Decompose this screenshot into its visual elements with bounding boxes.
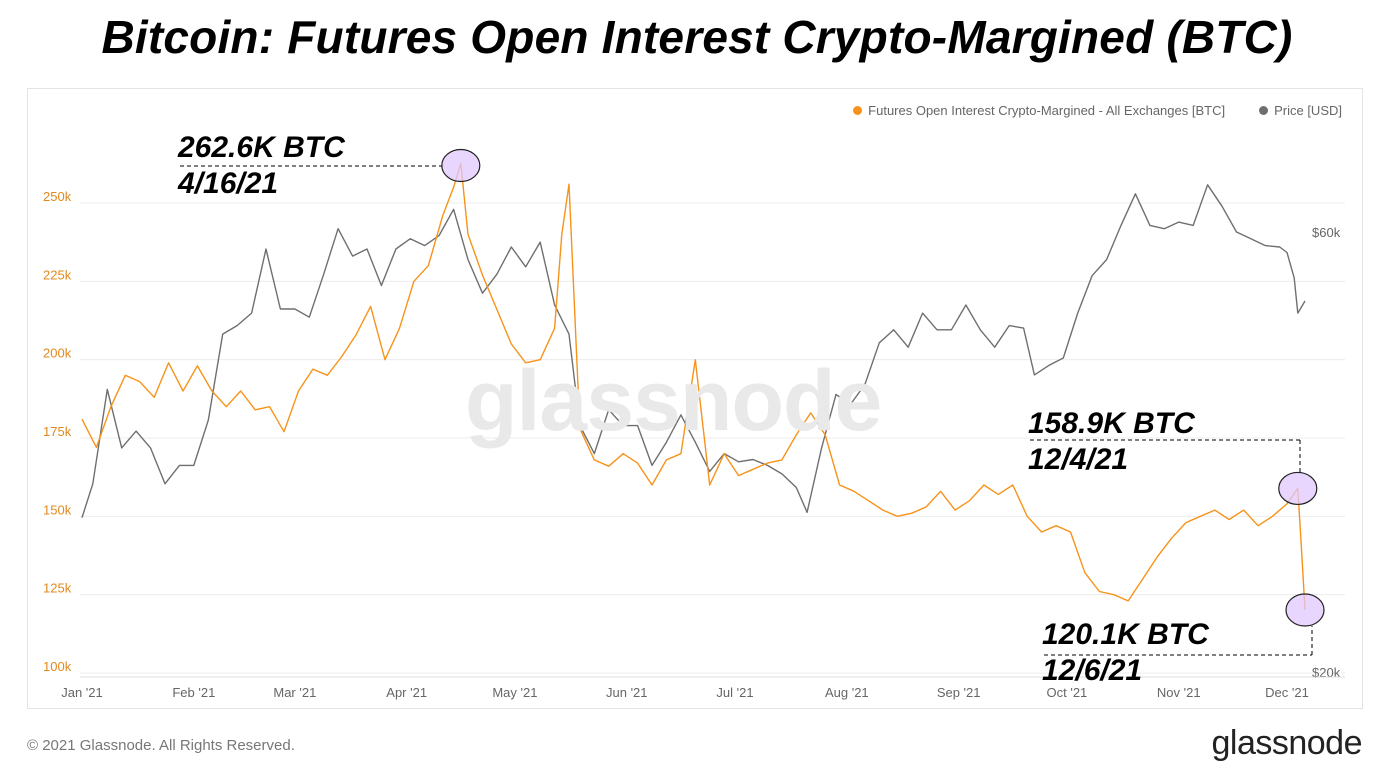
x-tick-label: Jan '21 [61, 685, 103, 700]
y-left-tick-label: 150k [43, 502, 72, 517]
x-tick-label: Jul '21 [716, 685, 753, 700]
y-left-tick-label: 175k [43, 424, 72, 439]
watermark: glassnode [465, 353, 882, 449]
x-tick-label: Aug '21 [825, 685, 869, 700]
annotation-dec4-value: 158.9K BTC [1028, 407, 1195, 440]
x-tick-label: Sep '21 [937, 685, 981, 700]
annotation-peak-value: 262.6K BTC [178, 131, 345, 164]
y-left-tick-label: 250k [43, 189, 72, 204]
annotation-dec4: 158.9K BTC 12/4/21 [1028, 406, 1195, 478]
legend-label-open-interest: Futures Open Interest Crypto-Margined - … [868, 103, 1226, 118]
legend-item-open-interest[interactable]: Futures Open Interest Crypto-Margined - … [853, 103, 1225, 118]
legend-item-price[interactable]: Price [USD] [1259, 103, 1342, 118]
annotation-peak-date: 4/16/21 [178, 167, 279, 200]
highlight-circle-dec6 [1285, 593, 1325, 627]
x-tick-label: Jun '21 [606, 685, 648, 700]
highlight-circle-dec4 [1278, 471, 1318, 506]
footer-copyright: © 2021 Glassnode. All Rights Reserved. [27, 737, 295, 754]
x-tick-label: Feb '21 [172, 685, 215, 700]
chart-frame [27, 88, 1363, 709]
series-line-price [81, 184, 1306, 518]
series-line-open-interest [81, 162, 1306, 611]
chart-legend: Futures Open Interest Crypto-Margined - … [853, 103, 1342, 118]
annotation-dec6: 120.1K BTC 12/6/21 [1042, 617, 1209, 689]
annotation-dec6-value: 120.1K BTC [1042, 618, 1209, 651]
highlight-circle-peak [441, 148, 481, 183]
x-tick-label: Dec '21 [1265, 685, 1309, 700]
legend-label-price: Price [USD] [1274, 103, 1342, 118]
x-tick-label: Apr '21 [386, 685, 427, 700]
legend-dot-gray-icon [1259, 106, 1269, 115]
annotation-dec6-date: 12/6/21 [1042, 654, 1143, 687]
x-tick-label: May '21 [492, 685, 537, 700]
x-tick-label: Oct '21 [1047, 685, 1088, 700]
y-right-tick-label: $60k [1312, 225, 1341, 240]
annotation-peak: 262.6K BTC 4/16/21 [178, 130, 345, 202]
y-left-tick-label: 100k [43, 659, 72, 674]
y-right-tick-label: $20k [1312, 665, 1341, 680]
x-tick-label: Nov '21 [1157, 685, 1201, 700]
footer-logo: glassnode [1211, 724, 1362, 762]
y-left-tick-label: 225k [43, 267, 72, 282]
x-tick-label: Mar '21 [273, 685, 316, 700]
y-left-tick-label: 200k [43, 346, 72, 361]
chart-headline: Bitcoin: Futures Open Interest Crypto-Ma… [101, 11, 1293, 63]
annotation-dec4-date: 12/4/21 [1028, 443, 1129, 476]
legend-dot-orange-icon [853, 106, 863, 115]
y-left-tick-label: 125k [43, 581, 72, 596]
